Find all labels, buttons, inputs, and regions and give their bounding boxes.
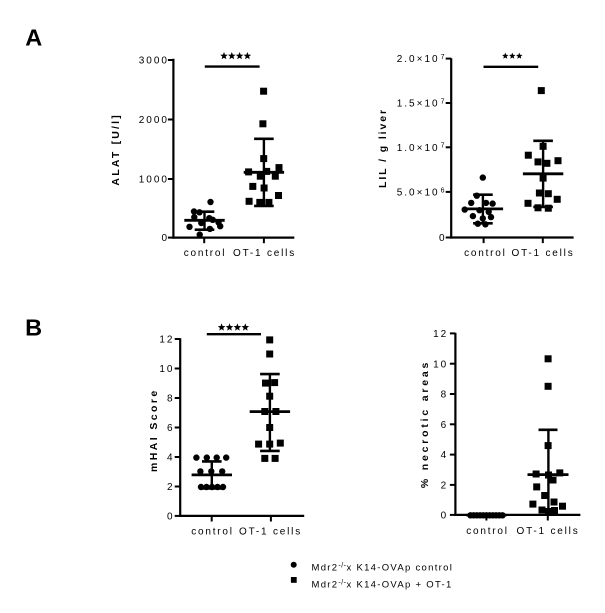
svg-text:2: 2 bbox=[441, 481, 449, 492]
svg-text:0: 0 bbox=[167, 512, 175, 523]
svg-text:control: control bbox=[191, 527, 234, 538]
svg-text:2.0×107: 2.0×107 bbox=[397, 54, 447, 65]
svg-text:0: 0 bbox=[441, 511, 449, 522]
svg-text:control: control bbox=[464, 248, 507, 259]
svg-text:8: 8 bbox=[167, 394, 175, 405]
svg-text:control: control bbox=[184, 248, 227, 259]
svg-text:4: 4 bbox=[167, 453, 175, 464]
svg-text:0: 0 bbox=[439, 233, 447, 244]
svg-text:Mdr2-/-x K14-OVAp + OT-1: Mdr2-/-x K14-OVAp + OT-1 bbox=[312, 579, 453, 590]
svg-text:5.0×106: 5.0×106 bbox=[397, 187, 447, 198]
svg-text:Mdr2-/-x K14-OVAp control: Mdr2-/-x K14-OVAp control bbox=[312, 562, 454, 573]
svg-text:OT-1 cells: OT-1 cells bbox=[511, 248, 574, 259]
svg-text:6: 6 bbox=[441, 420, 449, 431]
svg-text:4: 4 bbox=[441, 450, 449, 461]
svg-text:3000: 3000 bbox=[139, 56, 169, 67]
svg-text:OT-1 cells: OT-1 cells bbox=[233, 248, 296, 259]
svg-text:12: 12 bbox=[159, 335, 174, 346]
svg-text:2: 2 bbox=[167, 482, 175, 493]
svg-text:1000: 1000 bbox=[139, 175, 169, 186]
svg-text:2000: 2000 bbox=[139, 115, 169, 126]
svg-text:ALAT [U/l]: ALAT [U/l] bbox=[110, 113, 122, 186]
svg-text:12: 12 bbox=[433, 329, 448, 340]
svg-text:1.5×107: 1.5×107 bbox=[397, 98, 447, 109]
svg-text:OT-1 cells: OT-1 cells bbox=[516, 526, 579, 537]
svg-text:% necrotic areas: % necrotic areas bbox=[419, 360, 431, 488]
svg-text:10: 10 bbox=[159, 364, 174, 375]
svg-text:OT-1 cells: OT-1 cells bbox=[239, 527, 302, 538]
svg-text:6: 6 bbox=[167, 423, 175, 434]
svg-text:B: B bbox=[25, 315, 42, 341]
svg-text:0: 0 bbox=[161, 233, 169, 244]
svg-text:1.0×107: 1.0×107 bbox=[397, 143, 447, 154]
svg-text:A: A bbox=[25, 25, 42, 51]
svg-text:8: 8 bbox=[441, 390, 449, 401]
svg-text:control: control bbox=[466, 526, 509, 537]
svg-text:LIL / g liver: LIL / g liver bbox=[377, 108, 389, 188]
svg-text:mHAI Score: mHAI Score bbox=[148, 388, 160, 472]
svg-text:10: 10 bbox=[433, 359, 448, 370]
